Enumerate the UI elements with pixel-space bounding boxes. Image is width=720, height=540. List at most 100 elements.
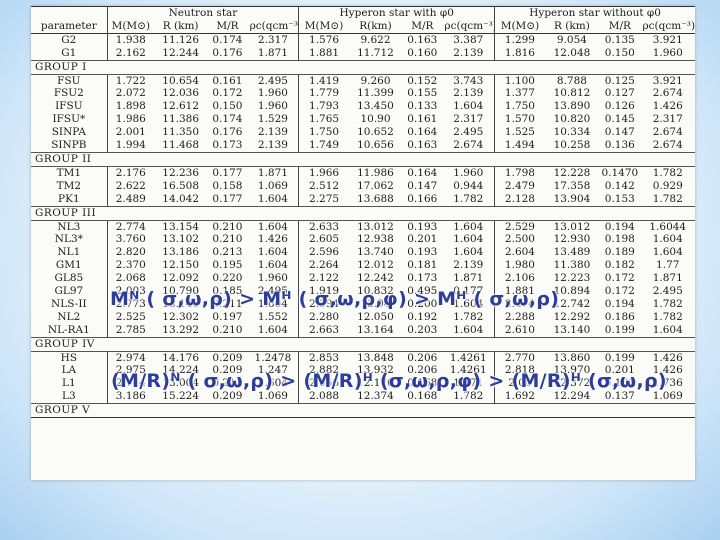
group-label-row: GROUP IV [31, 336, 695, 352]
table-cell: 0.176 [212, 126, 243, 139]
table-cell: 0.163 [407, 139, 438, 152]
table-cell: 2.317 [442, 113, 496, 127]
group-header-hyperon-without-phi: Hyperon star without φ0 [494, 5, 695, 20]
group-header-neutron: Neutron star [107, 5, 300, 20]
column-header: M/R [599, 19, 641, 34]
table-cell: 13.848 [357, 351, 394, 364]
table-cell: 2.529 [504, 220, 535, 233]
table-cell: 1.2478 [247, 351, 300, 365]
table-cell: 1.604 [652, 233, 683, 246]
table-cell: 2.975 [115, 364, 146, 377]
parameter-name-cell: G1 [31, 46, 108, 61]
table-cell: 2.500 [504, 233, 535, 246]
group-header-row: Neutron star Hyperon star with φ0 Hypero… [31, 5, 695, 20]
table-cell: 0.200 [407, 297, 438, 310]
table-cell: 1.692 [504, 390, 535, 403]
table-cell: 1.552 [247, 310, 300, 324]
table-cell: 2.317 [652, 113, 683, 126]
table-cell: 0.199 [604, 351, 635, 364]
table-cell: 13.140 [553, 323, 591, 336]
table-cell: 0.155 [407, 87, 438, 100]
table-cell: 10.790 [162, 285, 200, 298]
group-label: GROUP V [31, 403, 695, 419]
table-cell: 10.894 [553, 285, 591, 298]
table-cell: 0.168 [407, 390, 438, 403]
table-cell: 8.788 [556, 74, 587, 87]
table-cell: 12.742 [553, 297, 591, 310]
table-cell: 13.970 [553, 364, 591, 377]
table-cell: 2.622 [115, 179, 146, 192]
table-cell: 1.604 [652, 323, 683, 336]
table-cell: 2.128 [504, 192, 535, 205]
table-cell: 12.036 [162, 87, 200, 100]
table-cell: 0.135 [604, 33, 635, 46]
mass-comparison-text: Mᴺ ( σ,ω,ρ) > Mᴴ ( σ,ω,ρ,φ) > Mᴴ ( σ,ω,ρ… [110, 288, 560, 310]
table-cell: 1.604 [247, 323, 300, 338]
table-cell: 0.944 [442, 179, 496, 193]
table-cell: 1.604 [442, 246, 496, 260]
table-cell: 3.921 [652, 74, 683, 87]
parameter-name-cell: GL97 [31, 285, 108, 298]
parameter-name-cell: GM1 [31, 259, 108, 273]
parameter-name-cell: NL3* [31, 233, 108, 247]
table-cell: 2.122 [309, 272, 340, 285]
header-corner [31, 5, 108, 20]
table-cell: 10.656 [357, 139, 394, 152]
table-cell: 0.133 [407, 100, 438, 113]
table-cell: 10.652 [357, 126, 394, 139]
column-header: M(M⊙) [107, 19, 154, 34]
table-cell: 2.479 [504, 179, 535, 192]
group-label-row: GROUP I [31, 59, 695, 75]
compactness-comparison-text: (M/R)ᴺ ( σ,ω,ρ) > (M/R)ᴴ (σ,ω,ρ,φ) > (M/… [111, 370, 667, 392]
table-cell: 0.177 [212, 166, 243, 179]
column-header: M(M⊙) [298, 19, 349, 34]
table-cell: 1.782 [652, 192, 683, 205]
table-cell: 12.938 [357, 233, 394, 246]
table-cell: 1.749 [309, 139, 340, 152]
table-row: IFSU* 1.986 11.386 0.174 1.529 1.765 10.90 0.16… [31, 113, 695, 127]
table-cell: 12.374 [357, 390, 394, 403]
table-row: NL3* 3.760 13.102 0.210 1.426 2.605 12.938 0.20… [31, 233, 695, 247]
table-cell: 1.604 [247, 259, 300, 273]
table-row: G2 1.938 11.126 0.174 2.317 1.576 9.622 0.163 3.… [31, 33, 695, 47]
table-cell: 11.350 [162, 126, 200, 139]
column-header: ρc(qcm⁻³) [640, 19, 695, 34]
table-cell: 11.986 [357, 166, 394, 179]
table-cell: 2.001 [115, 126, 146, 139]
table-cell: 1.525 [504, 126, 535, 139]
table-cell: 0.150 [212, 100, 243, 113]
table-cell: 0.192 [407, 310, 438, 323]
table-cell: 1.426 [652, 351, 683, 364]
table-cell: 12.372 [553, 377, 591, 390]
parameter-name-cell: NLS-II [31, 297, 108, 311]
table-cell: 2.674 [652, 126, 683, 139]
table-cell: 0.210 [212, 220, 243, 233]
parameter-name-cell: NL1 [31, 246, 108, 260]
table-cell: 0.210 [212, 233, 243, 246]
table-cell: 11.468 [162, 139, 200, 152]
table-cell: 1.604 [247, 220, 300, 234]
table-cell: 2.773 [115, 297, 146, 310]
table-cell: 0.213 [212, 246, 243, 259]
table-cell: 1.604 [442, 233, 496, 247]
table-cell: 0.173 [407, 272, 438, 285]
table-cell: 1.765 [309, 113, 340, 126]
column-header: R(km) [348, 19, 403, 34]
table-cell: 1.604 [247, 297, 300, 311]
table-cell: 1.871 [247, 46, 300, 61]
table-cell: 17.062 [357, 179, 394, 192]
table-cell: 9.054 [556, 33, 587, 46]
parameter-name-cell: FSU2 [31, 87, 108, 101]
table-cell: 0.125 [604, 74, 635, 87]
table-cell: 2.264 [309, 259, 340, 272]
table-cell: 1.960 [442, 166, 496, 180]
table-cell: 1.4261 [442, 364, 496, 378]
table-cell: 10.90 [360, 113, 391, 126]
table-cell: 0.172 [604, 285, 635, 298]
table-row: SINPA 2.001 11.350 0.176 2.139 1.750 10.652 0.1… [31, 126, 695, 140]
group-label: GROUP IV [31, 336, 695, 352]
table-cell: 1.898 [115, 100, 146, 113]
table-cell: 1.377 [504, 87, 535, 100]
table-cell: 0.142 [604, 179, 635, 192]
table-cell: 13.102 [162, 233, 200, 246]
